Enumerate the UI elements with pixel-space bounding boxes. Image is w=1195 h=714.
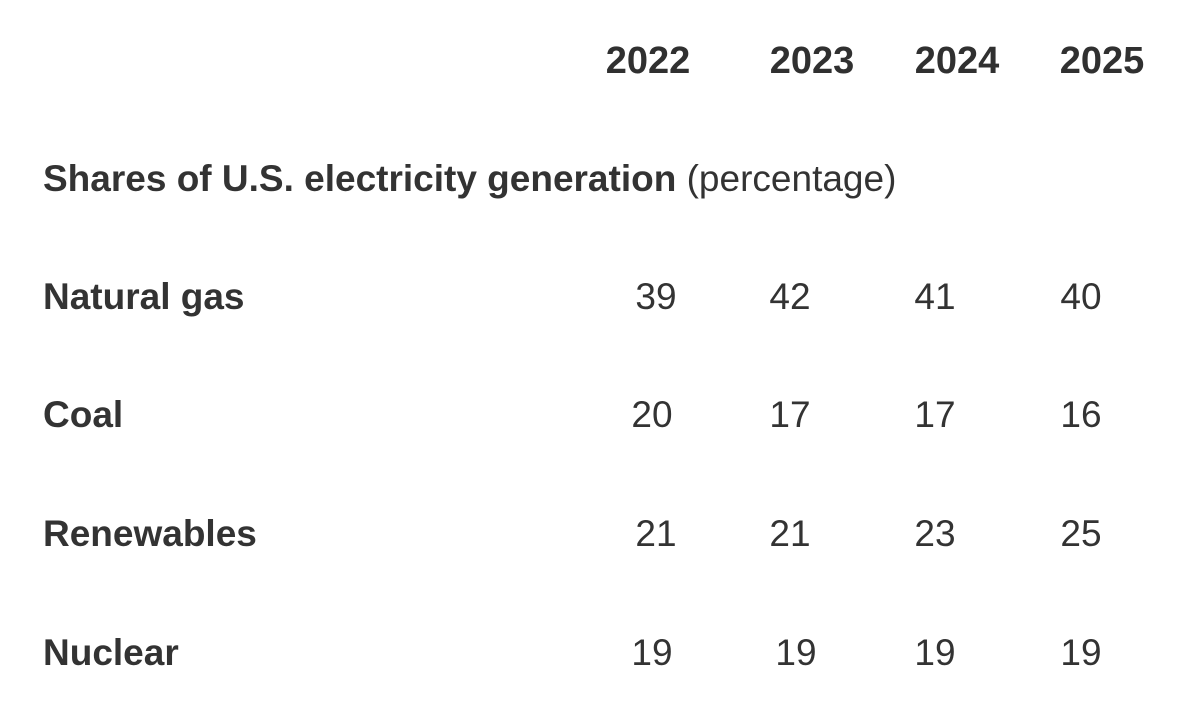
table-cell: 17 bbox=[769, 394, 811, 435]
column-header-year: 2023 bbox=[769, 40, 855, 82]
row-label-renewables: Renewables bbox=[43, 513, 257, 554]
table-title-text: Shares of U.S. electricity generation bbox=[43, 158, 677, 199]
table-cell: 40 bbox=[1060, 276, 1102, 317]
table-title-unit: (percentage) bbox=[686, 158, 897, 199]
column-header-year: 2022 bbox=[605, 40, 691, 82]
table-cell: 25 bbox=[1060, 513, 1102, 554]
table-cell: 19 bbox=[631, 632, 673, 673]
column-header-year: 2024 bbox=[914, 40, 1000, 82]
table-cell: 21 bbox=[635, 513, 677, 554]
table-cell: 21 bbox=[769, 513, 811, 554]
table-cell: 20 bbox=[631, 394, 673, 435]
table-cell: 42 bbox=[769, 276, 811, 317]
row-label-nuclear: Nuclear bbox=[43, 632, 179, 673]
row-label-coal: Coal bbox=[43, 394, 124, 435]
table-cell: 23 bbox=[914, 513, 956, 554]
row-label-natural-gas: Natural gas bbox=[43, 276, 245, 317]
table-cell: 19 bbox=[914, 632, 956, 673]
table-title: Shares of U.S. electricity generation (p… bbox=[43, 156, 896, 202]
table-cell: 16 bbox=[1060, 394, 1102, 435]
table-cell: 19 bbox=[1060, 632, 1102, 673]
table-cell: 19 bbox=[775, 632, 817, 673]
column-header-year: 2025 bbox=[1059, 40, 1145, 82]
table-cell: 17 bbox=[914, 394, 956, 435]
table-cell: 41 bbox=[914, 276, 956, 317]
table-cell: 39 bbox=[635, 276, 677, 317]
